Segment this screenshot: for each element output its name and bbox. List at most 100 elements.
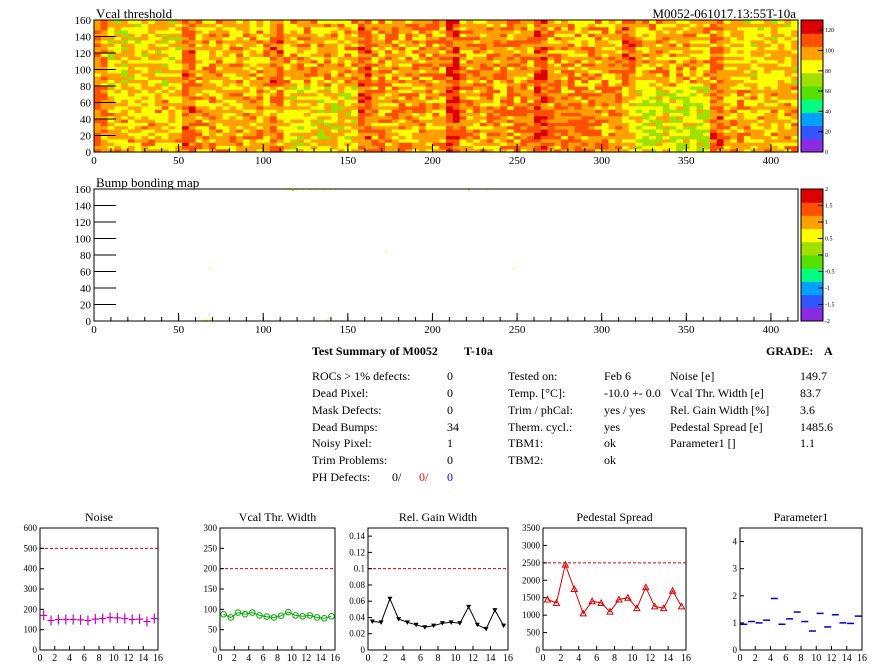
heatmap-cell xyxy=(696,36,704,41)
heatmap-cell xyxy=(770,132,779,137)
y-tick-label: 3500 xyxy=(522,523,541,533)
data-point xyxy=(84,615,92,626)
heatmap-cell xyxy=(628,86,637,90)
heatmap-cell xyxy=(642,69,650,74)
heatmap-cell xyxy=(154,23,163,28)
heatmap-cell xyxy=(161,99,170,104)
heatmap-cell xyxy=(202,109,210,113)
heatmap-cell xyxy=(676,69,684,74)
heatmap-cell xyxy=(737,46,745,51)
heatmap-cell xyxy=(134,122,142,127)
heatmap-cell xyxy=(303,115,312,120)
x-tick-label: 50 xyxy=(173,155,185,167)
heatmap-cell xyxy=(635,95,643,100)
heatmap-cell xyxy=(723,95,731,100)
heatmap-cell xyxy=(608,102,616,107)
heatmap-cell xyxy=(669,46,677,51)
heatmap-cell xyxy=(635,102,643,107)
y-tick-label: 120 xyxy=(75,48,92,60)
color-scale-segment xyxy=(801,61,823,65)
heatmap-cell xyxy=(784,92,792,97)
heatmap-cell xyxy=(459,119,467,123)
heatmap-cell xyxy=(547,26,555,31)
heatmap-cell xyxy=(310,119,318,123)
data-point xyxy=(220,610,227,618)
heatmap-cell xyxy=(601,142,610,146)
heatmap-cell xyxy=(500,128,508,133)
heatmap-cell xyxy=(222,119,230,123)
heatmap-cell xyxy=(459,109,467,113)
heatmap-cell xyxy=(635,76,643,80)
heatmap-cell xyxy=(182,109,190,113)
heatmap-cell xyxy=(134,36,142,41)
heatmap-cell xyxy=(669,109,677,113)
heatmap-cell xyxy=(764,76,772,80)
heatmap-cell xyxy=(236,95,244,100)
series-line xyxy=(547,562,682,615)
heatmap-cell xyxy=(764,105,772,110)
heatmap-cell xyxy=(127,20,136,24)
heatmap-cell xyxy=(574,20,582,24)
heatmap-cell xyxy=(398,128,406,133)
heatmap-cell xyxy=(506,132,515,137)
heatmap-cell xyxy=(256,53,264,57)
heatmap-cell xyxy=(493,145,501,150)
heatmap-cell xyxy=(141,92,149,97)
heatmap-cell xyxy=(452,132,461,137)
heatmap-cell xyxy=(385,66,393,71)
x-tick-label: 10 xyxy=(627,653,637,664)
heatmap-cell xyxy=(297,115,305,120)
heatmap-cell xyxy=(425,128,434,133)
heatmap-cell xyxy=(649,56,657,61)
heatmap-cell xyxy=(134,125,142,130)
heatmap-cell xyxy=(202,62,210,67)
heatmap-cell xyxy=(473,86,481,90)
heatmap-cell xyxy=(676,39,684,44)
heatmap-cell xyxy=(324,125,332,130)
heatmap-cell xyxy=(608,49,616,54)
heatmap-cell xyxy=(696,86,704,90)
heatmap-cell xyxy=(270,99,278,104)
heatmap-cell xyxy=(459,132,467,137)
heatmap-cell xyxy=(493,72,501,77)
heatmap-cell xyxy=(405,86,413,90)
heatmap-cell xyxy=(527,20,535,24)
heatmap-cell xyxy=(425,135,434,140)
heatmap-cell xyxy=(452,26,461,31)
heatmap-cell xyxy=(114,125,122,130)
heatmap-cell xyxy=(649,142,657,146)
heatmap-cell xyxy=(676,49,684,54)
heatmap-cell xyxy=(479,145,488,150)
heatmap-cell xyxy=(574,26,582,31)
heatmap-cell xyxy=(628,46,637,51)
heatmap-cell xyxy=(527,49,535,54)
heatmap-cell xyxy=(418,43,427,47)
heatmap-cell xyxy=(134,62,142,67)
heatmap-cell xyxy=(737,128,745,133)
heatmap-cell xyxy=(764,56,772,61)
heatmap-cell xyxy=(229,56,237,61)
heatmap-cell xyxy=(175,20,183,24)
heatmap-cell xyxy=(791,86,799,90)
heatmap-cell xyxy=(608,23,616,28)
heatmap-cell xyxy=(527,79,535,84)
heatmap-cell xyxy=(493,39,501,44)
heatmap-cell xyxy=(466,109,474,113)
heatmap-cell xyxy=(418,33,427,38)
heatmap-cell xyxy=(270,26,278,31)
heatmap-cell xyxy=(209,76,217,80)
heatmap-cell xyxy=(662,135,670,140)
heatmap-cell xyxy=(432,86,440,90)
z-tick-label: -1.5 xyxy=(825,303,835,309)
heatmap-cell xyxy=(168,89,176,94)
heatmap-cell xyxy=(364,86,373,90)
heatmap-cell xyxy=(107,26,115,31)
heatmap-cell xyxy=(229,36,237,41)
heatmap-cell xyxy=(439,135,447,140)
heatmap-cell xyxy=(791,102,799,107)
heatmap-cell xyxy=(391,138,400,143)
heatmap-cell xyxy=(195,92,203,97)
heatmap-cell xyxy=(459,105,467,110)
heatmap-cell xyxy=(276,23,285,28)
heatmap-cell xyxy=(622,135,630,140)
